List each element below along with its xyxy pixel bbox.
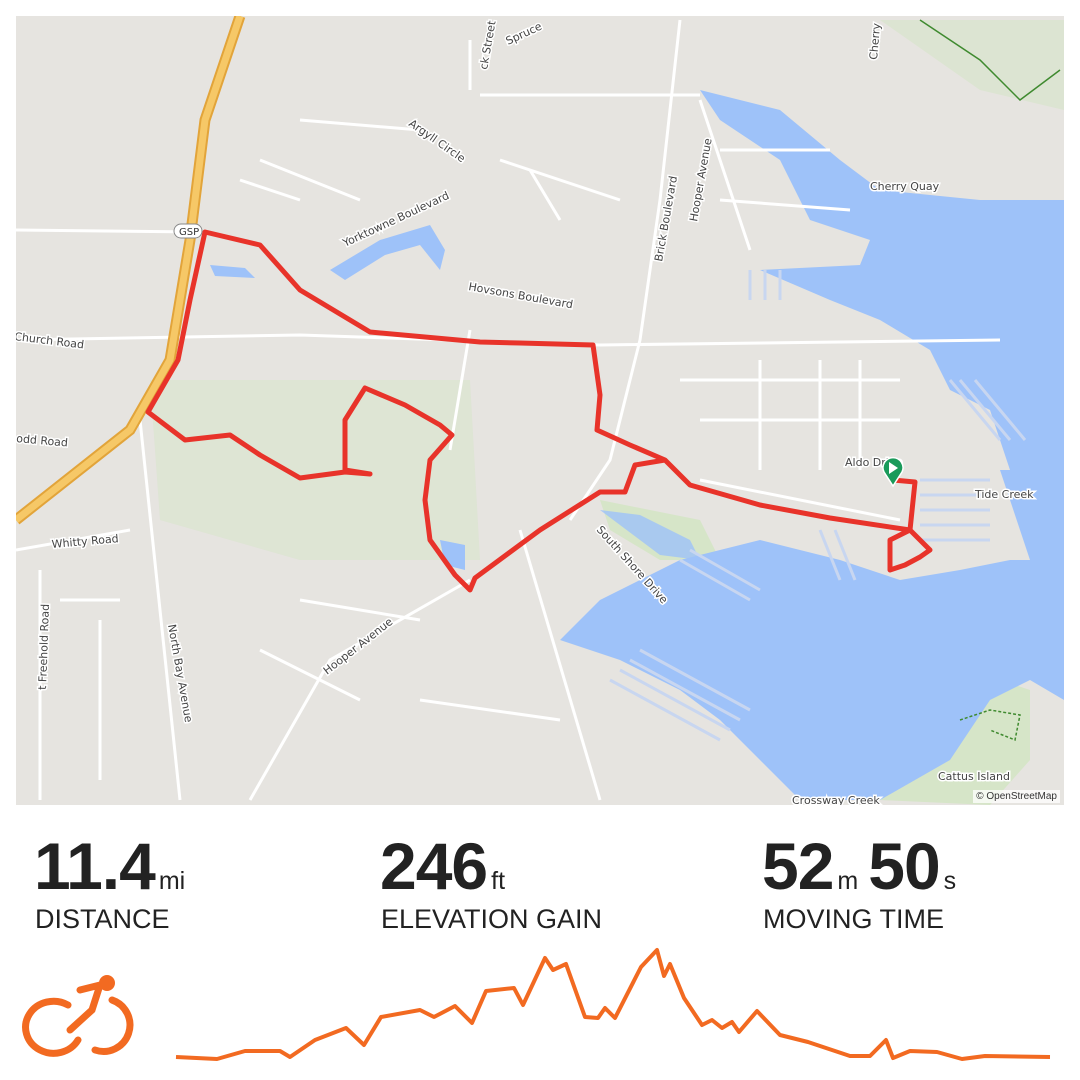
svg-text:Crossway Creek: Crossway Creek xyxy=(792,794,880,805)
svg-text:Hovsons Boulevard: Hovsons Boulevard xyxy=(467,280,573,311)
stat-label: DISTANCE xyxy=(35,904,170,934)
map-canvas: Spruce ck Street Argyll Circle Yorktowne… xyxy=(16,16,1064,805)
route-map[interactable]: Spruce ck Street Argyll Circle Yorktowne… xyxy=(16,16,1064,805)
stat-moving-time: 52 m 50 s MOVING TIME xyxy=(762,829,957,934)
svg-text:Hooper Avenue: Hooper Avenue xyxy=(321,615,396,677)
bottom-graphics xyxy=(22,948,1051,1061)
svg-text:odd Road: odd Road xyxy=(16,432,68,449)
svg-text:Cattus Island: Cattus Island xyxy=(938,770,1010,783)
svg-text:Tide Creek: Tide Creek xyxy=(974,488,1034,501)
lagoons xyxy=(609,270,1027,742)
svg-text:Cherry Quay: Cherry Quay xyxy=(870,180,940,193)
svg-text:Spruce: Spruce xyxy=(504,20,544,48)
svg-text:Church Road: Church Road xyxy=(16,330,85,351)
route-line xyxy=(145,229,933,593)
cyclist-icon xyxy=(22,975,134,1057)
stat-distance: 11.4 mi DISTANCE xyxy=(34,829,186,934)
stat-elevation-gain: 246 ft ELEVATION GAIN xyxy=(380,829,603,934)
svg-text:t Freehold Road: t Freehold Road xyxy=(36,604,52,690)
svg-text:Cherry: Cherry xyxy=(867,22,883,60)
stat-label: MOVING TIME xyxy=(763,904,945,934)
svg-text:Argyll Circle: Argyll Circle xyxy=(406,117,468,166)
elevation-profile xyxy=(175,948,1051,1061)
map-attribution[interactable]: © OpenStreetMap xyxy=(973,790,1060,803)
start-marker-icon[interactable] xyxy=(882,456,904,488)
trail xyxy=(919,19,1061,101)
svg-text:Whitty Road: Whitty Road xyxy=(51,532,119,551)
stat-label: ELEVATION GAIN xyxy=(381,904,603,934)
svg-text:GSP: GSP xyxy=(179,227,199,238)
svg-text:Hooper Avenue: Hooper Avenue xyxy=(687,137,714,223)
svg-text:ck Street: ck Street xyxy=(477,19,498,71)
